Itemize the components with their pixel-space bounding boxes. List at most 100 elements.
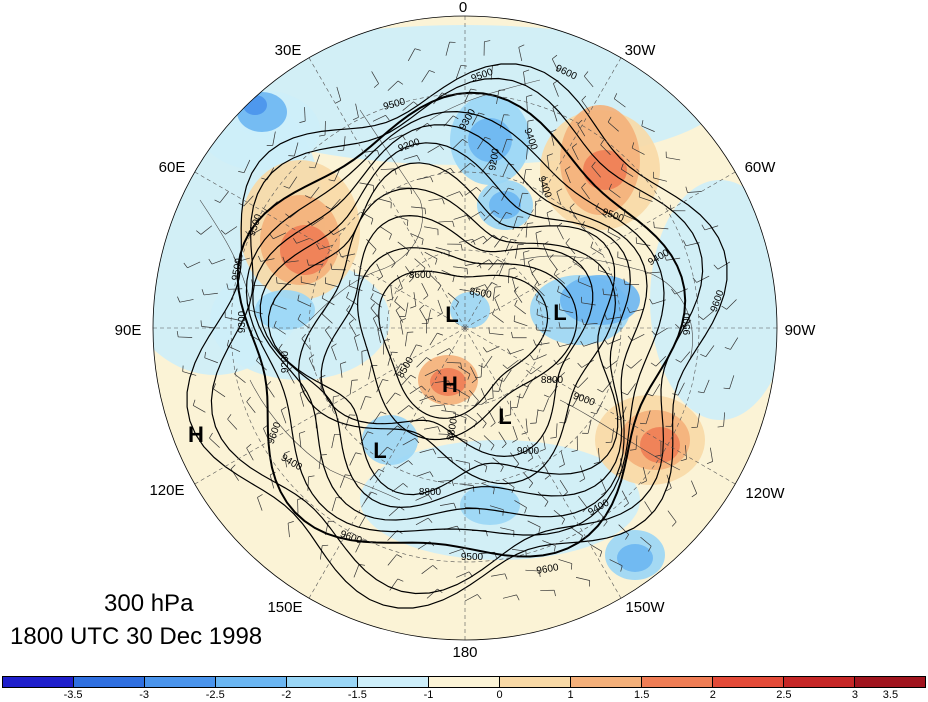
wind-barb bbox=[607, 231, 621, 239]
wind-barb bbox=[246, 401, 256, 413]
wind-barb bbox=[490, 65, 493, 80]
wind-barb-feather bbox=[489, 161, 496, 165]
wind-barb-feather bbox=[453, 502, 457, 509]
wind-barb-feather bbox=[307, 221, 313, 226]
wind-barb bbox=[377, 446, 388, 458]
contour-label: 8800 bbox=[445, 417, 460, 441]
wind-barb bbox=[331, 434, 335, 449]
height-contour bbox=[378, 270, 549, 419]
wind-barb bbox=[513, 321, 528, 327]
wind-barb-feather bbox=[430, 176, 434, 183]
wind-barb-feather bbox=[571, 450, 578, 453]
wind-barb bbox=[284, 260, 299, 263]
wind-barb bbox=[409, 385, 422, 395]
wind-barb bbox=[483, 435, 495, 446]
wind-barb bbox=[555, 423, 558, 438]
wind-barb bbox=[579, 465, 586, 479]
wind-barb bbox=[546, 155, 550, 170]
wind-barb bbox=[469, 390, 479, 402]
wind-barb bbox=[376, 379, 383, 393]
wind-barb bbox=[219, 191, 229, 203]
wind-barb bbox=[629, 308, 644, 313]
longitude-label: 180 bbox=[452, 644, 477, 661]
colorbar-swatch bbox=[358, 677, 429, 687]
wind-barb bbox=[325, 283, 339, 288]
wind-barb-feather bbox=[565, 238, 570, 244]
wind-barb-feather bbox=[464, 417, 467, 424]
wind-barb bbox=[377, 198, 392, 203]
wind-barb-feather bbox=[517, 216, 524, 218]
wind-barb bbox=[590, 247, 603, 256]
wind-barb-feather bbox=[561, 519, 565, 525]
wind-barb bbox=[667, 510, 677, 523]
wind-barb-feather bbox=[502, 364, 508, 369]
low-center-label: L bbox=[498, 404, 511, 429]
wind-barb bbox=[589, 543, 603, 552]
wind-barb-feather bbox=[406, 250, 410, 256]
wind-barb bbox=[531, 272, 540, 286]
wind-barb-feather bbox=[238, 171, 245, 174]
wind-barb bbox=[510, 349, 524, 355]
wind-barb bbox=[542, 244, 549, 258]
wind-barb-feather bbox=[524, 507, 527, 514]
wind-barb-feather bbox=[297, 294, 300, 301]
wind-barb-feather bbox=[246, 443, 252, 449]
wind-barb bbox=[614, 98, 626, 108]
colorbar-swatch bbox=[3, 677, 74, 687]
wind-barb-feather bbox=[539, 448, 546, 452]
wind-barb bbox=[280, 409, 287, 424]
wind-barb-feather bbox=[437, 285, 442, 291]
wind-barb-feather bbox=[470, 162, 476, 168]
wind-barb-feather bbox=[518, 44, 525, 48]
contour-labels: 9500 960095009500930092009200940094008600… bbox=[230, 63, 727, 577]
wind-barb bbox=[304, 107, 306, 122]
wind-barb-feather bbox=[308, 354, 315, 359]
wind-barb bbox=[405, 302, 409, 317]
wind-barb bbox=[477, 137, 486, 150]
colorbar-tick-label: -3.5 bbox=[63, 689, 83, 701]
wind-barb bbox=[438, 433, 453, 435]
wind-barb bbox=[225, 317, 240, 321]
wind-barb bbox=[319, 377, 323, 392]
wind-barb bbox=[571, 147, 579, 161]
wind-barb-feather bbox=[451, 480, 454, 486]
wind-barb-feather bbox=[273, 320, 277, 327]
meridian-line bbox=[464, 57, 622, 329]
low-center-label: L bbox=[445, 302, 458, 327]
wind-barb-feather bbox=[397, 287, 403, 292]
wind-barb bbox=[697, 413, 700, 428]
wind-barb bbox=[691, 480, 698, 494]
height-contour bbox=[297, 187, 617, 485]
wind-barb bbox=[336, 86, 342, 101]
wind-barb bbox=[297, 300, 311, 307]
wind-barb bbox=[394, 301, 406, 312]
wind-barb bbox=[512, 426, 518, 440]
wind-barb bbox=[577, 123, 586, 137]
wind-barb bbox=[468, 436, 482, 445]
wind-barb bbox=[498, 377, 503, 392]
wind-barb-feather bbox=[373, 83, 379, 88]
wind-barb-feather bbox=[487, 397, 494, 400]
wind-barb-feather bbox=[553, 269, 558, 275]
wind-barb bbox=[578, 281, 592, 288]
wind-barb-feather bbox=[623, 502, 629, 508]
wind-barb-feather bbox=[408, 460, 413, 466]
wind-barb-feather bbox=[346, 291, 349, 298]
wind-barb-feather bbox=[373, 314, 379, 319]
anomaly-patch bbox=[460, 485, 520, 525]
wind-barb bbox=[453, 436, 468, 441]
wind-barb bbox=[424, 426, 438, 430]
wind-barb-feather bbox=[282, 256, 286, 263]
wind-barb-feather bbox=[526, 94, 533, 97]
wind-barb-feather bbox=[623, 278, 626, 285]
wind-barb-feather bbox=[502, 235, 509, 239]
wind-barb bbox=[600, 144, 611, 155]
wind-barb bbox=[518, 47, 523, 62]
wind-barb bbox=[516, 393, 521, 408]
wind-barb bbox=[346, 297, 359, 306]
wind-barb-feather bbox=[550, 437, 557, 439]
wind-barb bbox=[729, 375, 735, 389]
wind-barb-feather bbox=[346, 305, 351, 311]
wind-barb-feather bbox=[305, 195, 311, 199]
high-center-label: H bbox=[442, 372, 458, 397]
